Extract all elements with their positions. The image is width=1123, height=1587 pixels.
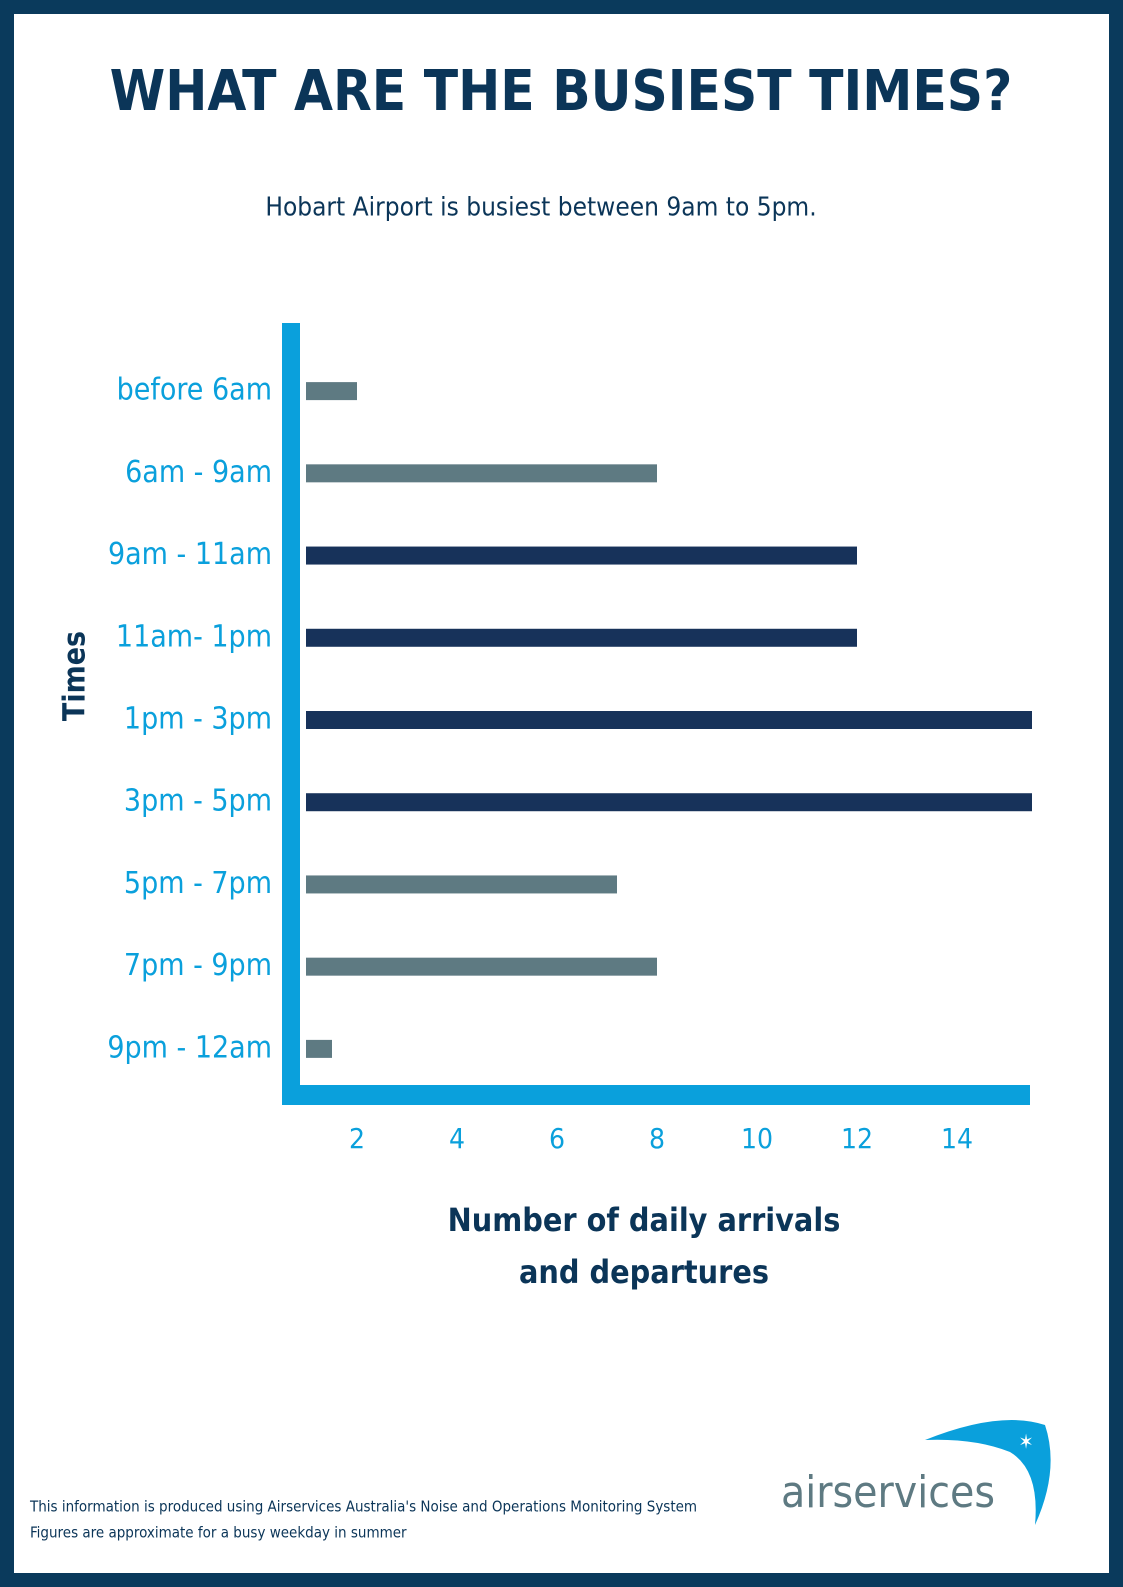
y-axis-line — [282, 323, 300, 1105]
x-axis-line — [282, 1085, 1030, 1105]
chart-subtitle: Hobart Airport is busiest between 9am to… — [265, 193, 816, 223]
x-tick-label: 8 — [649, 1122, 665, 1155]
bar — [306, 875, 617, 894]
y-tick-label: 9am - 11am — [108, 537, 272, 572]
bar — [306, 546, 857, 565]
logo-text: airservices — [781, 1467, 995, 1518]
y-axis-label: Times — [58, 631, 93, 721]
y-tick-label: 1pm - 3pm — [124, 702, 272, 737]
bar — [306, 957, 657, 976]
y-tick-label: 11am- 1pm — [116, 619, 272, 654]
x-tick-label: 10 — [741, 1122, 773, 1155]
bar — [306, 382, 357, 401]
x-tick-label: 4 — [449, 1122, 465, 1155]
logo-star: ✶ — [1018, 1430, 1033, 1454]
x-tick-label: 6 — [549, 1122, 565, 1155]
bar — [306, 711, 1032, 729]
bar — [306, 628, 857, 647]
bar — [306, 793, 1032, 812]
x-axis-label: Number of daily arrivals and departures — [447, 1201, 841, 1291]
y-tick-label: 6am - 9am — [125, 455, 272, 490]
y-tick-label: before 6am — [117, 373, 272, 408]
bar — [306, 464, 657, 483]
chart-title: WHAT ARE THE BUSIEST TIMES? — [110, 59, 1013, 124]
bar — [306, 1039, 332, 1058]
y-tick-label: 5pm - 7pm — [124, 866, 272, 901]
y-tick-label: 3pm - 5pm — [124, 784, 272, 819]
x-tick-label: 2 — [349, 1122, 365, 1155]
footnote: This information is produced using Airse… — [29, 1498, 697, 1516]
logo-swoosh — [925, 1420, 1051, 1525]
y-tick-label: 7pm - 9pm — [124, 948, 272, 983]
x-tick-label: 14 — [941, 1122, 973, 1155]
footnote: Figures are approximate for a busy weekd… — [30, 1524, 407, 1542]
x-tick-label: 12 — [841, 1122, 873, 1155]
y-tick-label: 9pm - 12am — [107, 1030, 272, 1065]
